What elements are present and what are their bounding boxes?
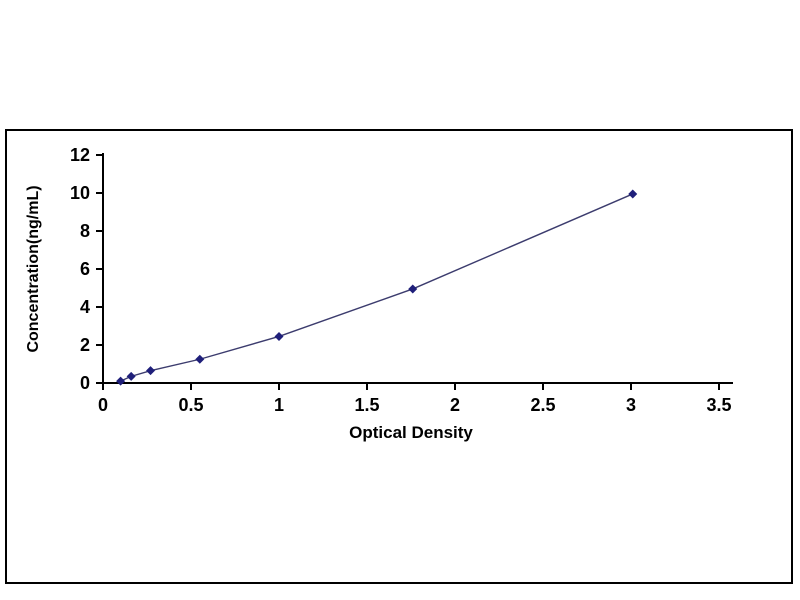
svg-text:4: 4 — [80, 297, 90, 317]
svg-text:2.5: 2.5 — [530, 395, 555, 415]
svg-text:3: 3 — [626, 395, 636, 415]
chart-frame: 0 0.5 1 1.5 2 2.5 3 3.5 0 2 4 6 8 10 12 Concentration(… — [5, 129, 793, 584]
svg-text:1: 1 — [274, 395, 284, 415]
svg-text:12: 12 — [70, 145, 90, 165]
svg-text:6: 6 — [80, 259, 90, 279]
svg-text:1.5: 1.5 — [354, 395, 379, 415]
svg-text:3.5: 3.5 — [706, 395, 731, 415]
svg-text:2: 2 — [80, 335, 90, 355]
svg-text:2: 2 — [450, 395, 460, 415]
svg-text:0: 0 — [80, 373, 90, 393]
svg-text:10: 10 — [70, 183, 90, 203]
plot-area: 0 0.5 1 1.5 2 2.5 3 3.5 0 2 4 6 8 10 12 — [70, 145, 733, 415]
svg-text:0: 0 — [98, 395, 108, 415]
y-axis-title: Concentration(ng/mL) — [25, 185, 42, 353]
svg-text:0.5: 0.5 — [178, 395, 203, 415]
svg-text:8: 8 — [80, 221, 90, 241]
x-axis-title: Optical Density — [349, 423, 473, 442]
